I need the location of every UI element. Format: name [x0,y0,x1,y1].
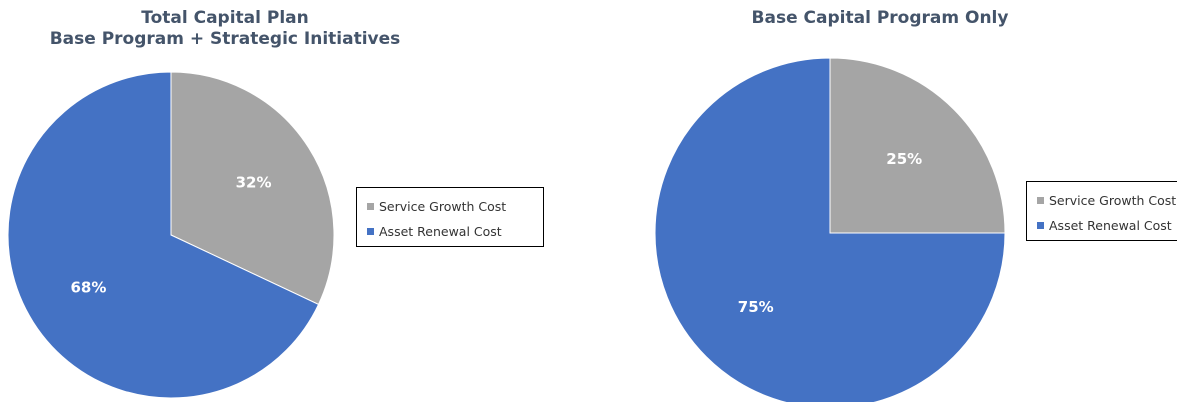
pie-slice-asset-renewal-cost [7,71,320,399]
slice-label-asset-renewal-cost: 75% [738,298,774,316]
legend-item-asset-renewal: Asset Renewal Cost [1037,213,1175,238]
pie-slice-service-growth-cost [170,71,335,306]
chart-title: Total Capital Plan Base Program + Strate… [0,8,450,50]
legend-swatch-service-growth [1037,197,1044,204]
legend-item-asset-renewal: Asset Renewal Cost [367,219,533,244]
pie-plot: 32% 68% [7,71,335,399]
chart-legend: Service Growth Cost Asset Renewal Cost [356,187,544,247]
chart-title-line-1: Total Capital Plan [141,8,309,28]
legend-label-asset-renewal: Asset Renewal Cost [1049,218,1172,233]
slice-label-asset-renewal-cost: 68% [70,278,106,296]
legend-label-service-growth: Service Growth Cost [379,199,507,214]
legend-swatch-asset-renewal [1037,222,1044,229]
pie-plot: 25% 75% [654,57,1006,402]
slice-label-service-growth-cost: 25% [886,150,922,168]
chart-legend: Service Growth Cost Asset Renewal Cost [1026,181,1177,241]
pie-slice-service-growth-cost [829,57,1006,234]
pie-slice-asset-renewal-cost [654,57,1006,402]
chart-title-line-2: Base Program + Strategic Initiatives [49,29,401,49]
legend-label-asset-renewal: Asset Renewal Cost [379,224,502,239]
slice-label-service-growth-cost: 32% [236,174,272,192]
legend-item-service-growth: Service Growth Cost [367,194,533,219]
chart-title: Base Capital Program Only [730,8,1030,29]
legend-item-service-growth: Service Growth Cost [1037,188,1177,213]
pie-chart-total-capital-plan: Total Capital Plan Base Program + Strate… [0,0,560,402]
legend-swatch-asset-renewal [367,228,374,235]
chart-title-line-1: Base Capital Program Only [751,8,1009,28]
legend-swatch-service-growth [367,203,374,210]
pie-chart-base-capital-program: Base Capital Program Only 25% 75% Service… [640,0,1177,402]
legend-label-service-growth: Service Growth Cost [1049,193,1177,208]
